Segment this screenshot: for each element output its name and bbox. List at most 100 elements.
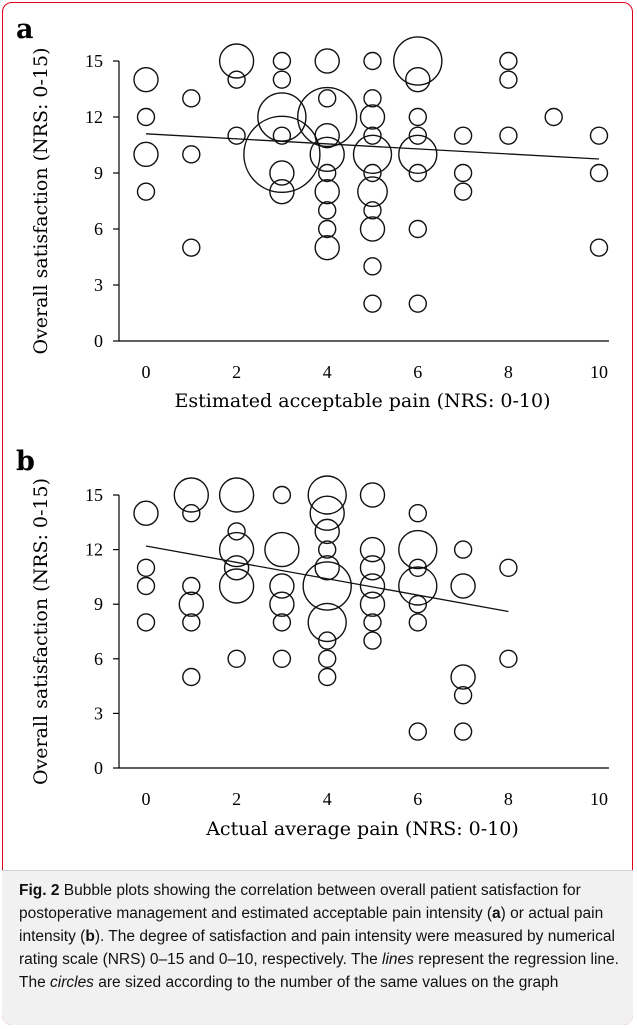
bubble [318, 89, 337, 108]
bubble [398, 529, 438, 570]
y-tick-label: 3 [94, 275, 103, 295]
caption-ref-a: a [492, 905, 501, 922]
bubble [272, 51, 292, 71]
bubble [408, 219, 427, 239]
bubble [182, 503, 201, 523]
bubble [269, 573, 295, 599]
bubble [269, 160, 295, 186]
bubble [398, 566, 438, 606]
bubble [318, 163, 337, 183]
bubble [314, 555, 340, 581]
bubble [314, 234, 340, 261]
bubble [227, 126, 246, 145]
bubble [363, 294, 382, 313]
bubble [314, 178, 340, 205]
bubble [136, 107, 156, 127]
bubble [272, 649, 292, 669]
y-tick-label: 6 [94, 649, 103, 669]
bubble [499, 126, 518, 145]
bubble [133, 500, 159, 526]
bubble [544, 107, 563, 127]
bubble [218, 43, 255, 79]
x-tick-label: 4 [323, 362, 332, 382]
bubble [182, 667, 201, 687]
bubble [223, 555, 250, 581]
bubble [363, 51, 382, 71]
bubble [182, 238, 201, 257]
bubble [398, 134, 438, 175]
bubble [307, 475, 347, 515]
bubble [133, 141, 159, 168]
bubble [227, 649, 246, 669]
bubble [363, 126, 382, 145]
x-tick-label: 2 [232, 362, 241, 382]
bubble [182, 145, 201, 164]
bubble [182, 576, 201, 596]
x-tick-label: 0 [142, 362, 151, 382]
y-tick-label: 3 [94, 703, 103, 723]
figure-caption-box: Fig. 2 Bubble plots showing the correlat… [2, 870, 633, 1025]
x-tick-label: 10 [590, 362, 608, 382]
bubble [453, 163, 473, 183]
bubble [408, 294, 427, 313]
y-tick-label: 6 [94, 219, 103, 239]
bubble [363, 163, 382, 183]
bubble [359, 482, 386, 508]
y-tick-label: 12 [85, 107, 103, 127]
bubble [173, 477, 210, 513]
bubble [218, 477, 255, 513]
y-tick-label: 9 [94, 163, 103, 183]
caption-term-circles: circles [50, 974, 94, 991]
bubble [359, 573, 386, 599]
bubble [302, 561, 352, 611]
bubble-plot-b: b Overall satisfaction (NRS: 0-15) Actua… [16, 446, 609, 840]
bubble [453, 126, 473, 145]
bubble [499, 51, 518, 71]
y-tick-label: 0 [94, 758, 103, 778]
x-tick-label: 6 [413, 789, 422, 809]
bubble [408, 503, 427, 523]
bubble [453, 540, 473, 559]
bubble [318, 201, 337, 220]
bubble [363, 257, 382, 276]
bubble [318, 649, 337, 669]
caption-term-lines: lines [382, 951, 414, 968]
x-axis-title: Estimated acceptable pain (NRS: 0-10) [174, 390, 550, 412]
bubble-plot-a: a Overall satisfaction (NRS: 0-15) Estim… [16, 14, 609, 412]
bubble [363, 613, 382, 632]
bubble [314, 48, 340, 74]
bubble [272, 485, 292, 505]
bubble [363, 89, 382, 108]
y-tick-label: 15 [85, 485, 103, 505]
bubble [136, 576, 156, 596]
panel-label-a: a [16, 14, 34, 45]
panel-label-b: b [16, 446, 35, 477]
bubble [182, 613, 201, 632]
bubble [589, 238, 609, 257]
bubble [408, 558, 427, 578]
bubble [499, 558, 518, 578]
bubble [318, 540, 337, 559]
bubble [227, 522, 246, 541]
bubble [359, 216, 386, 242]
y-tick-label: 12 [85, 540, 103, 560]
x-tick-label: 2 [232, 789, 241, 809]
y-tick-label: 0 [94, 331, 103, 351]
bubble [589, 163, 609, 183]
caption-text-4: represent the regression line. The [19, 951, 619, 991]
bubble [136, 558, 156, 578]
bubble [307, 602, 347, 643]
bubble [499, 649, 518, 669]
bubble [218, 531, 255, 568]
bubble [136, 613, 156, 632]
bubble [318, 631, 337, 650]
bubble [218, 568, 255, 604]
bubble [309, 495, 345, 531]
bubble [178, 591, 205, 617]
y-tick-label: 15 [85, 51, 103, 71]
bubble [272, 126, 292, 145]
caption-text-2: ) or actual pain intensity ( [19, 905, 604, 945]
x-tick-label: 6 [413, 362, 422, 382]
y-axis-title: Overall satisfaction (NRS: 0-15) [30, 478, 52, 785]
y-axis-title: Overall satisfaction (NRS: 0-15) [30, 47, 52, 354]
